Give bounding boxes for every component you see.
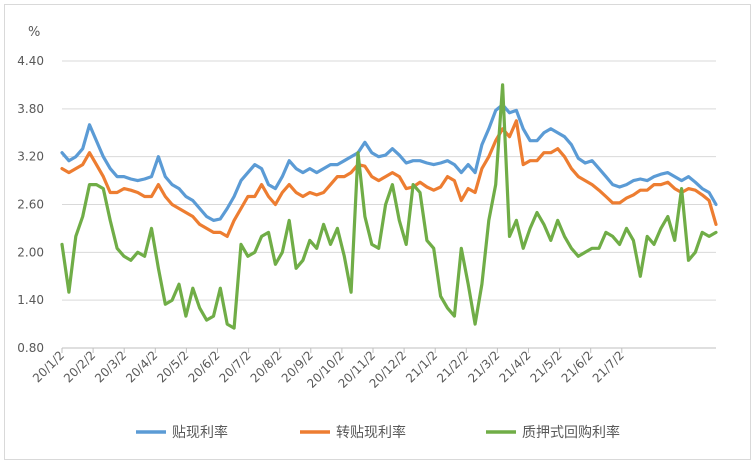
x-tick-label: 21/1/2: [403, 348, 440, 385]
y-axis-ticks: 4.40 3.80 3.20 2.60 2.00 1.40 0.80: [17, 54, 44, 355]
y-axis-unit: %: [28, 25, 40, 40]
y-tick-label: 3.80: [17, 102, 44, 116]
legend-label-1: 转贴现利率: [336, 424, 406, 441]
series-line-1: [60, 119, 718, 238]
y-tick-label: 0.80: [17, 341, 44, 355]
x-tick-label: 21/7/2: [590, 348, 627, 385]
legend: 贴现利率 转贴现利率 质押式回购利率: [136, 424, 620, 441]
x-axis-ticks: 20/1/220/2/220/3/220/4/220/5/220/6/220/7…: [30, 348, 627, 391]
legend-label-2: 质押式回购利率: [522, 424, 620, 441]
series-lines: [60, 83, 718, 330]
y-tick-label: 2.60: [17, 198, 44, 212]
grid-lines: [62, 60, 716, 301]
chart-frame: [4, 4, 751, 460]
y-tick-label: 2.00: [17, 245, 44, 259]
y-tick-label: 1.40: [17, 293, 44, 307]
x-tick-label: 20/8/2: [248, 348, 285, 385]
x-tick-label: 20/4/2: [123, 348, 160, 385]
x-tick-label: 21/3/2: [465, 348, 502, 385]
y-tick-label: 3.20: [17, 150, 44, 164]
x-tick-label: 20/7/2: [217, 348, 254, 385]
x-tick-label: 20/2/2: [61, 348, 98, 385]
x-tick-label: 21/6/2: [559, 348, 596, 385]
x-tick-label: 21/5/2: [528, 348, 565, 385]
series-line-0: [60, 103, 718, 222]
x-tick-label: 20/6/2: [185, 348, 222, 385]
x-tick-label: 20/5/2: [154, 348, 191, 385]
x-tick-label: 21/4/2: [496, 348, 533, 385]
x-tick-label: 20/3/2: [92, 348, 129, 385]
y-tick-label: 4.40: [17, 54, 44, 68]
x-tick-label: 21/2/2: [434, 348, 471, 385]
legend-label-0: 贴现利率: [172, 424, 228, 441]
series-line-2: [60, 83, 718, 330]
